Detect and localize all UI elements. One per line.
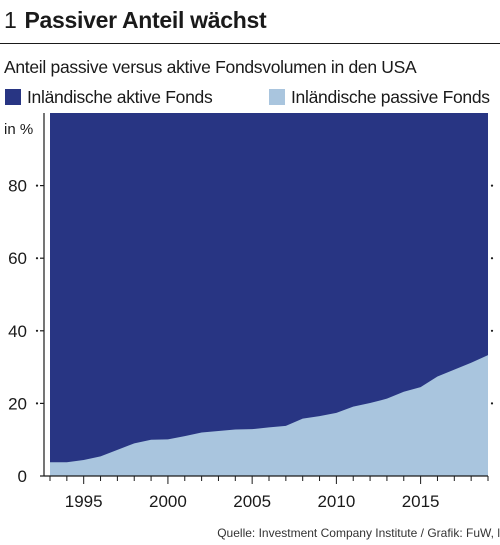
y-tick-label: 80: [8, 177, 27, 196]
x-tick-label: 2015: [402, 492, 440, 511]
x-tick-label: 2005: [233, 492, 271, 511]
y-tick-label: 20: [8, 394, 27, 413]
legend-item-active: Inländische aktive Fonds: [5, 86, 213, 108]
title-divider: [0, 43, 500, 44]
x-axis: 1995 2000 2005 2010 2015: [44, 475, 489, 511]
x-tick-label: 2000: [149, 492, 187, 511]
figure-number: 1: [4, 7, 17, 33]
y-axis-label: in %: [4, 121, 33, 138]
x-tick-label: 1995: [65, 492, 103, 511]
y-gridline-dot-right: [490, 184, 494, 187]
y-gridline-dot-left: [35, 184, 39, 187]
y-gridline-dot-right: [490, 402, 494, 405]
legend-label-active: Inländische aktive Fonds: [27, 87, 213, 107]
legend-swatch-passive: [269, 89, 285, 105]
y-gridline-dot-right: [490, 329, 494, 332]
y-gridline-dot-left: [35, 257, 39, 260]
x-tick-label: 2010: [317, 492, 355, 511]
legend-item-passive: Inländische passive Fonds: [269, 86, 490, 108]
area-active-funds: [50, 113, 488, 476]
chart-title: Passiver Anteil wächst: [24, 7, 267, 33]
area-passive-funds: [50, 355, 488, 476]
y-gridline-dot-left: [35, 402, 39, 405]
chart-subtitle: Anteil passive versus aktive Fondsvolume…: [4, 57, 417, 77]
legend-label-passive: Inländische passive Fonds: [291, 87, 490, 107]
y-tick-label: 60: [8, 249, 27, 268]
chart-title-block: 1 Passiver Anteil wächst: [4, 6, 267, 34]
y-gridline-dot-left: [35, 329, 39, 332]
y-tick-label: 40: [8, 322, 27, 341]
legend-swatch-active: [5, 89, 21, 105]
y-axis: 0 20 40 60 80 in %: [4, 113, 494, 486]
y-gridline-dot-right: [490, 257, 494, 260]
chart-areas: [50, 113, 488, 476]
y-tick-label: 0: [18, 467, 27, 486]
source-note: Quelle: Investment Company Institute / G…: [217, 526, 500, 540]
